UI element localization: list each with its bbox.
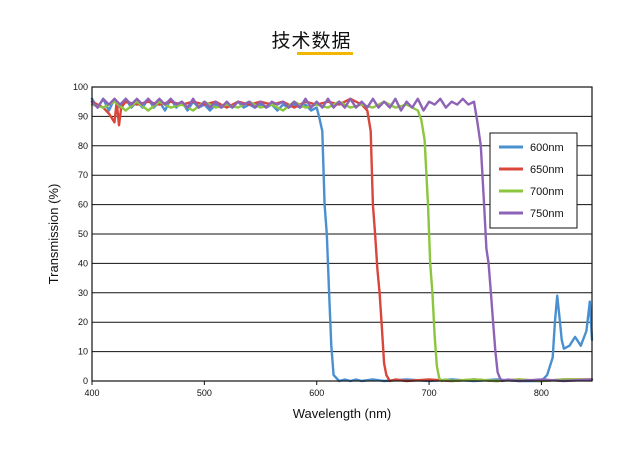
legend-label: 600nm [530,142,564,154]
y-tick-label: 60 [78,200,88,210]
tick-layer: 0 10 20 30 40 50 60 70 80 90 100 400 500 600 700 800 [73,82,549,398]
y-axis-label: Transmission (%) [46,184,61,285]
y-tick-label: 0 [83,376,88,386]
page-heading: 技术数据 [271,30,352,52]
y-tick-label: 20 [78,317,88,327]
y-tick-label: 80 [78,141,88,151]
y-tick-label: 90 [78,111,88,121]
legend-label: 700nm [530,186,564,198]
y-tick-label: 100 [73,82,88,92]
plot-frame [91,86,593,382]
x-tick-label: 500 [197,388,212,398]
x-tick-label: 400 [84,388,99,398]
series-line-750nm [90,97,594,383]
x-tick-label: 800 [534,388,549,398]
grid-layer [92,86,592,382]
y-tick-label: 30 [78,288,88,298]
x-tick-label: 700 [422,388,437,398]
legend-label: 750nm [530,208,564,220]
y-tick-label: 40 [78,258,88,268]
legend: 600nm 650nm 700nm 750nm [489,132,578,229]
y-tick-label: 50 [78,229,88,239]
legend-label: 650nm [530,164,564,176]
heading-underline [297,52,353,55]
y-tick-label: 10 [78,347,88,357]
x-axis-label: Wavelength (nm) [293,406,392,421]
x-tick-label: 600 [309,388,324,398]
y-tick-label: 70 [78,170,88,180]
